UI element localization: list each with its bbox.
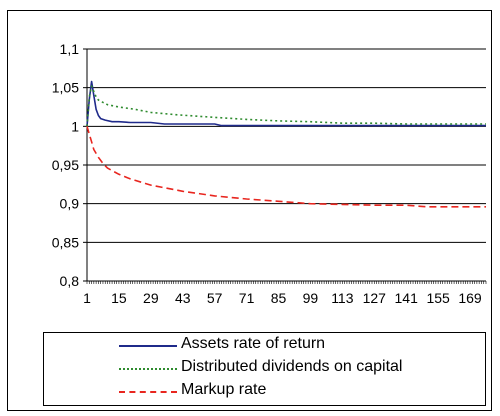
- series-line-2: [86, 126, 486, 208]
- gridlines: [87, 48, 486, 243]
- x-tick-label-10: 141: [395, 290, 419, 306]
- tick-labels: 0,8 0,85 0,9 0,95 1 1,05 1,1 1 15 29 43 57 71 85 99 113…: [52, 41, 482, 306]
- x-tick-label-0: 1: [83, 290, 91, 306]
- y-tick-label-4: 1: [71, 118, 79, 134]
- y-tick-label-0: 0,8: [60, 273, 80, 289]
- x-tick-label-8: 113: [331, 290, 354, 306]
- legend: Assets rate of return Distributed divide…: [43, 332, 486, 406]
- series-line-1: [86, 85, 486, 127]
- x-tick-label-9: 127: [363, 290, 387, 306]
- x-tick-label-3: 43: [175, 290, 191, 306]
- legend-swatch-markup: [119, 391, 177, 393]
- x-tick-label-6: 85: [271, 290, 287, 306]
- x-tick-label-7: 99: [303, 290, 319, 306]
- x-tick-label-5: 71: [239, 290, 255, 306]
- legend-label-markup: Markup rate: [181, 381, 267, 398]
- legend-label-assets: Assets rate of return: [181, 335, 326, 352]
- x-tick-label-4: 57: [207, 290, 223, 306]
- series-line-0: [86, 80, 486, 127]
- y-tick-label-2: 0,9: [60, 196, 80, 212]
- x-tick-label-11: 155: [426, 290, 450, 306]
- line-chart: 0,8 0,85 0,9 0,95 1 1,05 1,1 1 15 29 43 57 71 85 99 113…: [52, 41, 487, 306]
- legend-label-dividends: Distributed dividends on capital: [181, 358, 403, 375]
- legend-item-markup: Markup rate: [44, 381, 485, 400]
- x-tick-label-2: 29: [143, 290, 159, 306]
- x-tick-label-1: 15: [111, 290, 127, 306]
- y-tick-label-5: 1,05: [52, 80, 79, 96]
- legend-swatch-dividends: [119, 368, 177, 370]
- y-tick-label-3: 0,95: [52, 157, 79, 173]
- y-tick-label-6: 1,1: [60, 41, 80, 57]
- legend-item-dividends: Distributed dividends on capital: [44, 358, 485, 377]
- legend-swatch-assets: [119, 345, 177, 347]
- y-tick-label-1: 0,85: [52, 234, 79, 250]
- series-lines: [86, 80, 486, 208]
- axes: [83, 48, 487, 284]
- x-tick-label-12: 169: [458, 290, 482, 306]
- legend-item-assets: Assets rate of return: [44, 335, 485, 354]
